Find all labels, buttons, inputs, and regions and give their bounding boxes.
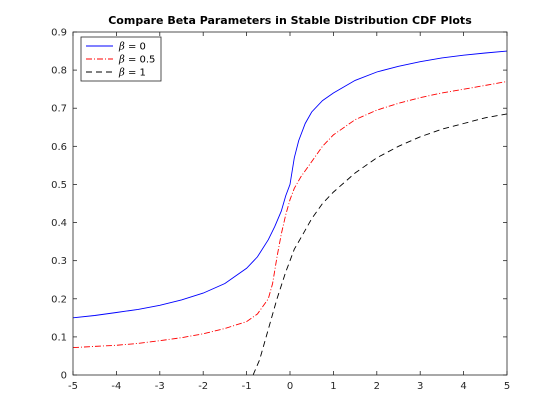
y-tick-label: 0: [61, 371, 67, 382]
chart-title: Compare Beta Parameters in Stable Distri…: [108, 14, 472, 27]
x-tick-label: -3: [155, 381, 165, 392]
x-tick-label: 0: [287, 381, 293, 392]
y-tick-label: 0.6: [51, 142, 67, 153]
series-layer: [72, 50, 508, 376]
y-tick-label: 0.8: [51, 66, 67, 77]
axes-layer: -5 -4 -3 -2 -1 0 1 2 3 4 5 0 0.1 0.2 0.3 0.4 0.5 0.6 0.7 0.…: [51, 28, 510, 393]
x-tick-label: 5: [504, 381, 510, 392]
x-tick-label: 1: [330, 381, 336, 392]
legend-label-0: β = 0: [118, 42, 146, 53]
legend: β = 0 β = 0.5 β = 1: [80, 36, 162, 82]
x-tick-label: 3: [417, 381, 423, 392]
y-tick-label: 0.3: [51, 256, 67, 267]
y-tick-label: 0.9: [51, 28, 67, 39]
y-tick-label: 0.4: [51, 218, 67, 229]
x-tick-label: -2: [198, 381, 208, 392]
legend-label-1: β = 0.5: [118, 55, 155, 66]
y-tick-label: 0.7: [51, 104, 67, 115]
x-tick-label: 4: [460, 381, 466, 392]
y-tick-label: 0.1: [51, 332, 67, 343]
plot-area: [73, 32, 507, 375]
x-tick-label: -1: [242, 381, 252, 392]
legend-label-2: β = 1: [118, 68, 146, 79]
x-tick-label: -5: [68, 381, 78, 392]
x-tick-label: 2: [374, 381, 380, 392]
series-line-1: [72, 81, 508, 349]
y-tick-label: 0.5: [51, 180, 67, 191]
series-line-0: [72, 50, 508, 319]
x-tick-label: -4: [111, 381, 121, 392]
y-tick-label: 0.2: [51, 294, 67, 305]
